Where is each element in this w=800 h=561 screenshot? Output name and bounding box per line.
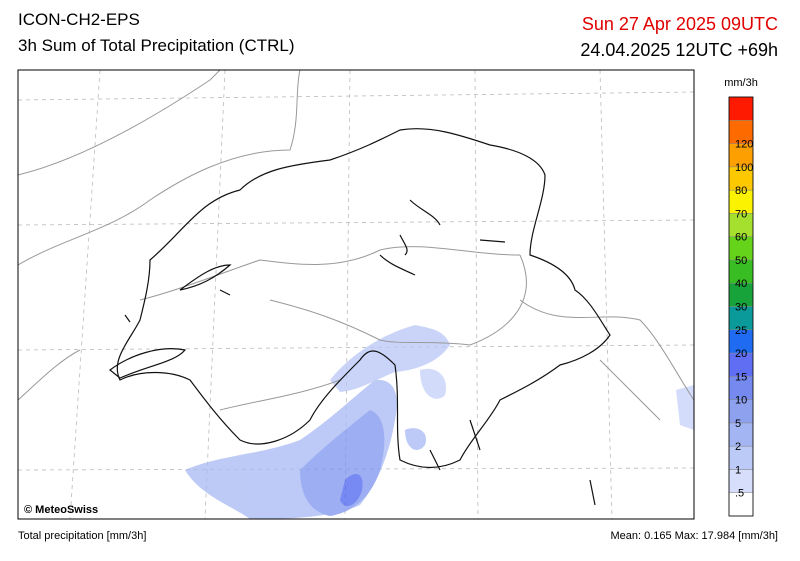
- colorbar-label: 2: [735, 441, 741, 453]
- colorbar-label: .5: [735, 488, 744, 500]
- run-time: 24.04.2025 12UTC +69h: [580, 40, 778, 60]
- footer-left: Total precipitation [mm/3h]: [18, 530, 147, 542]
- colorbar-swatch: [728, 96, 754, 121]
- copyright: © MeteoSwiss: [24, 504, 98, 516]
- map: © MeteoSwiss: [17, 69, 695, 520]
- colorbar-label: 80: [735, 185, 747, 197]
- colorbar-unit: mm/3h: [724, 77, 758, 89]
- colorbar-label: 5: [735, 418, 741, 430]
- colorbar-label: 50: [735, 255, 747, 267]
- graticule: [17, 69, 695, 520]
- country-borders: [109, 128, 611, 506]
- product-name: 3h Sum of Total Precipitation (CTRL): [18, 36, 295, 55]
- colorbar-label: 70: [735, 208, 747, 220]
- colorbar-label: 10: [735, 395, 747, 407]
- colorbar-label: 25: [735, 325, 747, 337]
- map-frame: [17, 69, 695, 520]
- precipitation: [185, 325, 694, 519]
- model-name: ICON-CH2-EPS: [18, 10, 140, 29]
- colorbar-label: 120: [735, 139, 753, 151]
- colorbar-label: 40: [735, 278, 747, 290]
- colorbar-label: 1: [735, 464, 741, 476]
- regional-borders: [17, 69, 695, 421]
- colorbar-label: 60: [735, 232, 747, 244]
- colorbar-label: 30: [735, 302, 747, 314]
- colorbar-label: 15: [735, 371, 747, 383]
- footer-right: Mean: 0.165 Max: 17.984 [mm/3h]: [610, 530, 778, 542]
- colorbar-label: 100: [735, 162, 753, 174]
- valid-time: Sun 27 Apr 2025 09UTC: [581, 14, 778, 34]
- colorbar-label: 20: [735, 348, 747, 360]
- colorbar-frame: [728, 96, 754, 517]
